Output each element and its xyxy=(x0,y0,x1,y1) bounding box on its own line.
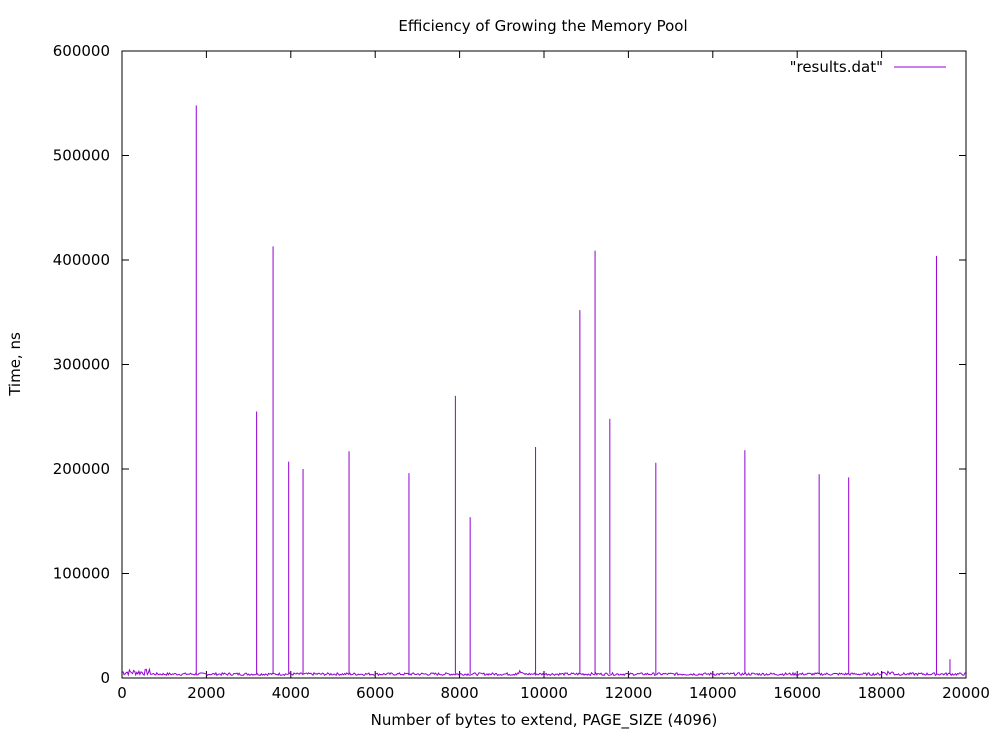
y-tick-label: 100000 xyxy=(53,565,110,583)
legend: "results.dat" xyxy=(790,58,946,76)
legend-entry-label: "results.dat" xyxy=(790,58,883,76)
x-tick-label: 18000 xyxy=(858,684,906,702)
x-tick-label: 2000 xyxy=(187,684,225,702)
y-tick-label: 600000 xyxy=(53,42,110,60)
x-tick-label: 6000 xyxy=(356,684,394,702)
x-tick-label: 10000 xyxy=(520,684,568,702)
plot-frame xyxy=(121,50,967,679)
x-tick-label: 16000 xyxy=(773,684,821,702)
y-axis-label: Time, ns xyxy=(6,332,24,397)
chart-title: Efficiency of Growing the Memory Pool xyxy=(398,17,687,35)
x-axis-label: Number of bytes to extend, PAGE_SIZE (40… xyxy=(371,711,718,730)
y-tick-label: 500000 xyxy=(53,147,110,165)
x-tick-label: 20000 xyxy=(942,684,990,702)
y-tick-label: 300000 xyxy=(53,356,110,374)
x-tick-label: 14000 xyxy=(689,684,737,702)
axis-ticks: 0 2000 4000 6000 8000 10000 12000 14000 16000 180… xyxy=(53,42,990,702)
y-tick-label: 0 xyxy=(100,669,110,687)
y-tick-label: 400000 xyxy=(53,251,110,269)
x-tick-label: 0 xyxy=(117,684,127,702)
x-tick-label: 12000 xyxy=(605,684,653,702)
series-baseline xyxy=(121,667,967,677)
series-line xyxy=(121,105,967,677)
x-tick-label: 8000 xyxy=(441,684,479,702)
y-tick-label: 200000 xyxy=(53,460,110,478)
x-tick-label: 4000 xyxy=(272,684,310,702)
